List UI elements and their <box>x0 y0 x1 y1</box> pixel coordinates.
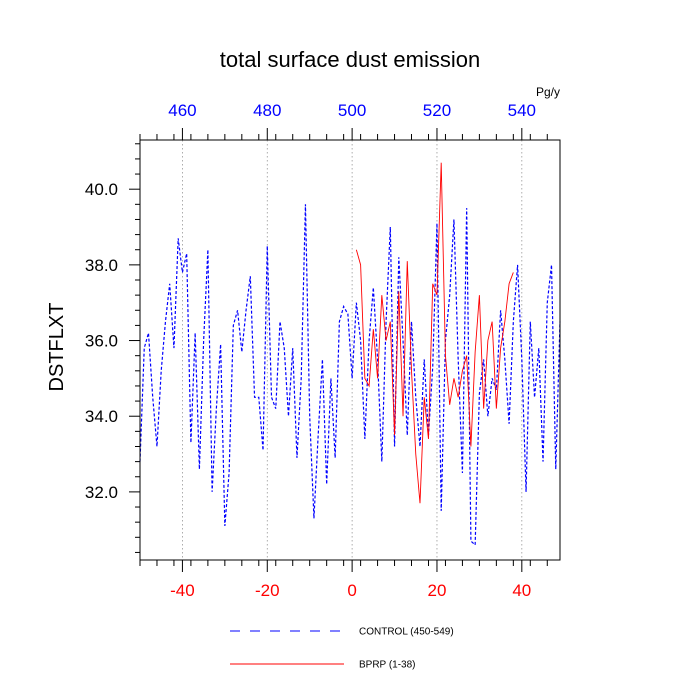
axis-tick-labels: -40 -20 0 20 40 460 480 500 520 540 32.0 34.0 36.0 38… <box>85 101 536 600</box>
top-tick-label: 460 <box>168 101 196 120</box>
axis-ticks <box>129 128 548 572</box>
y-tick-label: 36.0 <box>85 332 118 351</box>
legend: CONTROL (450-549) BPRP (1-38) <box>230 627 454 671</box>
x-tick-label: 40 <box>512 581 531 600</box>
y-tick-label: 32.0 <box>85 483 118 502</box>
series-line-bprp <box>355 162 514 504</box>
y-tick-label: 40.0 <box>85 180 118 199</box>
x-tick-label: -40 <box>170 581 195 600</box>
y-tick-label: 34.0 <box>85 407 118 426</box>
top-tick-label: 500 <box>338 101 366 120</box>
top-tick-label: 540 <box>508 101 536 120</box>
y-axis-label: DSTFLXT <box>46 303 68 392</box>
x-tick-label: 20 <box>428 581 447 600</box>
series-group <box>139 162 561 547</box>
x-tick-label: -20 <box>255 581 280 600</box>
chart-title: total surface dust emission <box>220 47 480 72</box>
top-tick-label: 520 <box>423 101 451 120</box>
y-tick-label: 38.0 <box>85 256 118 275</box>
plot-frame <box>139 139 561 561</box>
legend-label-bprp: BPRP (1-38) <box>359 660 416 671</box>
series-line-control <box>139 204 561 547</box>
top-tick-label: 480 <box>253 101 281 120</box>
legend-label-control: CONTROL (450-549) <box>359 627 454 638</box>
top-axis-unit-label: Pg/y <box>536 85 560 99</box>
x-tick-label: 0 <box>347 581 356 600</box>
